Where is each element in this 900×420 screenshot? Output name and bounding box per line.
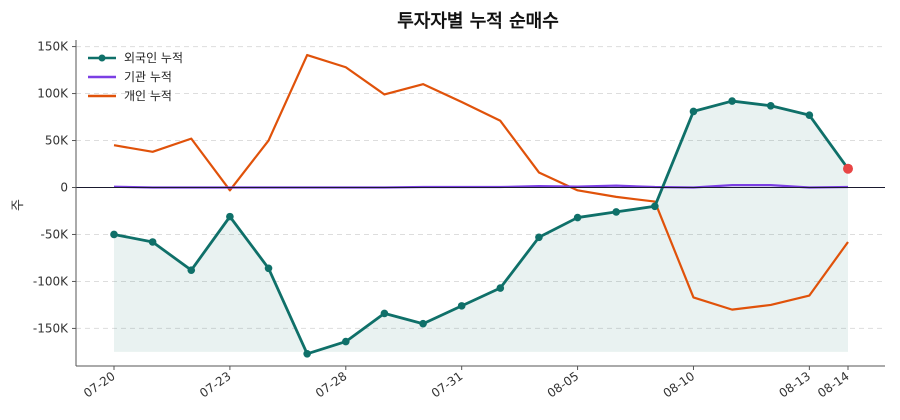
y-tick-label: -50K	[41, 227, 70, 241]
chart-title: 투자자별 누적 순매수	[397, 11, 559, 32]
series-line	[113, 99, 850, 356]
data-point	[766, 101, 775, 110]
x-tick-label: 08-14	[815, 369, 852, 400]
data-point	[496, 284, 505, 292]
x-tick-label: 07-28	[313, 369, 350, 400]
data-point	[380, 309, 389, 318]
data-point	[689, 107, 698, 116]
y-tick-label: 150K	[37, 40, 69, 54]
plot-area: -150K -100K -50K 0 50K 100K 150K 07-20 07-23 07-2…	[33, 40, 885, 400]
data-point	[341, 337, 350, 346]
x-tick-label: 08-05	[545, 369, 582, 400]
legend-marker	[98, 54, 106, 62]
legend-label: 개인 누적	[124, 89, 172, 103]
data-point	[573, 213, 582, 222]
data-point	[419, 319, 427, 328]
y-tick-label: 50K	[45, 134, 69, 148]
x-tick-label: 07-31	[429, 369, 466, 400]
foreign-area-fill	[114, 101, 848, 354]
legend-label: 기관 누적	[124, 70, 172, 84]
x-tick-label: 07-20	[81, 369, 118, 400]
x-tick-label: 08-13	[776, 369, 813, 400]
data-point	[651, 202, 659, 211]
y-tick-label: 100K	[37, 87, 69, 101]
y-tick-label: -150K	[33, 321, 69, 335]
data-point	[457, 302, 466, 310]
data-point	[110, 230, 118, 239]
data-point	[728, 97, 736, 105]
data-point	[226, 212, 234, 221]
data-point	[612, 208, 621, 216]
x-tick-label: 08-10	[661, 369, 698, 400]
data-point	[535, 233, 543, 242]
highlight-point	[843, 163, 853, 174]
data-point	[187, 266, 196, 274]
y-tick-label: -100K	[33, 274, 69, 288]
x-tick-label: 07-23	[197, 369, 234, 400]
data-point	[148, 238, 157, 246]
legend-label: 외국인 누적	[124, 51, 183, 65]
y-axis-label: 주	[11, 199, 26, 211]
data-point	[264, 264, 273, 273]
data-point	[805, 111, 814, 119]
series-line	[113, 53, 849, 311]
y-tick-label: 0	[60, 180, 68, 194]
data-point	[303, 349, 311, 358]
